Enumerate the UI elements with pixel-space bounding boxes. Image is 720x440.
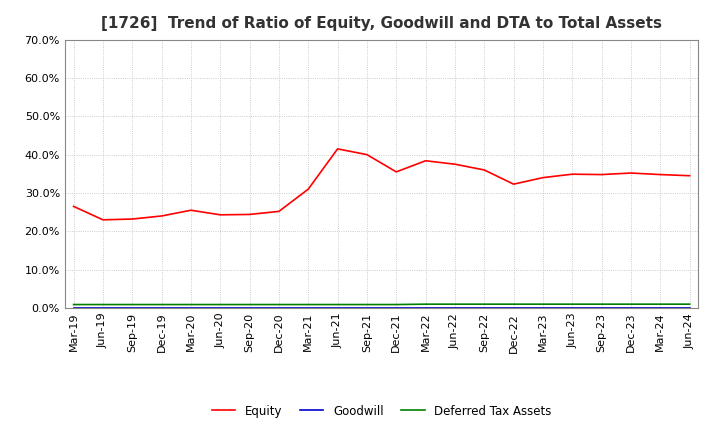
Deferred Tax Assets [69,302,78,307]
Title: [1726]  Trend of Ratio of Equity, Goodwill and DTA to Total Assets: [1726] Trend of Ratio of Equity, Goodwil… [101,16,662,32]
Equity [246,212,254,217]
Deferred Tax Assets [685,301,694,307]
Deferred Tax Assets [539,301,547,307]
Deferred Tax Assets [656,301,665,307]
Deferred Tax Assets [274,302,283,307]
Goodwill [304,305,312,310]
Deferred Tax Assets [186,302,195,307]
Equity [656,172,665,177]
Equity [157,213,166,219]
Line: Equity: Equity [73,149,690,220]
Legend: Equity, Goodwill, Deferred Tax Assets: Equity, Goodwill, Deferred Tax Assets [207,400,557,422]
Goodwill [421,305,430,310]
Goodwill [509,305,518,310]
Equity [69,204,78,209]
Goodwill [99,305,107,310]
Equity [274,209,283,214]
Deferred Tax Assets [598,301,606,307]
Equity [304,187,312,192]
Equity [451,161,459,167]
Goodwill [568,305,577,310]
Goodwill [333,305,342,310]
Goodwill [598,305,606,310]
Equity [685,173,694,178]
Goodwill [274,305,283,310]
Deferred Tax Assets [333,302,342,307]
Equity [128,216,137,222]
Goodwill [539,305,547,310]
Deferred Tax Assets [509,301,518,307]
Goodwill [69,305,78,310]
Goodwill [186,305,195,310]
Goodwill [480,305,489,310]
Equity [480,167,489,172]
Goodwill [157,305,166,310]
Equity [598,172,606,177]
Goodwill [246,305,254,310]
Deferred Tax Assets [128,302,137,307]
Equity [626,170,635,176]
Deferred Tax Assets [451,301,459,307]
Equity [333,146,342,151]
Equity [99,217,107,223]
Goodwill [626,305,635,310]
Deferred Tax Assets [99,302,107,307]
Goodwill [363,305,372,310]
Deferred Tax Assets [568,301,577,307]
Goodwill [392,305,400,310]
Deferred Tax Assets [216,302,225,307]
Goodwill [656,305,665,310]
Equity [392,169,400,175]
Deferred Tax Assets [421,301,430,307]
Equity [539,175,547,180]
Equity [509,182,518,187]
Deferred Tax Assets [363,302,372,307]
Equity [568,172,577,177]
Equity [186,208,195,213]
Deferred Tax Assets [626,301,635,307]
Deferred Tax Assets [304,302,312,307]
Goodwill [685,305,694,310]
Equity [363,152,372,157]
Deferred Tax Assets [157,302,166,307]
Deferred Tax Assets [392,302,400,307]
Deferred Tax Assets [480,301,489,307]
Goodwill [216,305,225,310]
Equity [216,212,225,217]
Deferred Tax Assets [246,302,254,307]
Goodwill [451,305,459,310]
Goodwill [128,305,137,310]
Equity [421,158,430,163]
